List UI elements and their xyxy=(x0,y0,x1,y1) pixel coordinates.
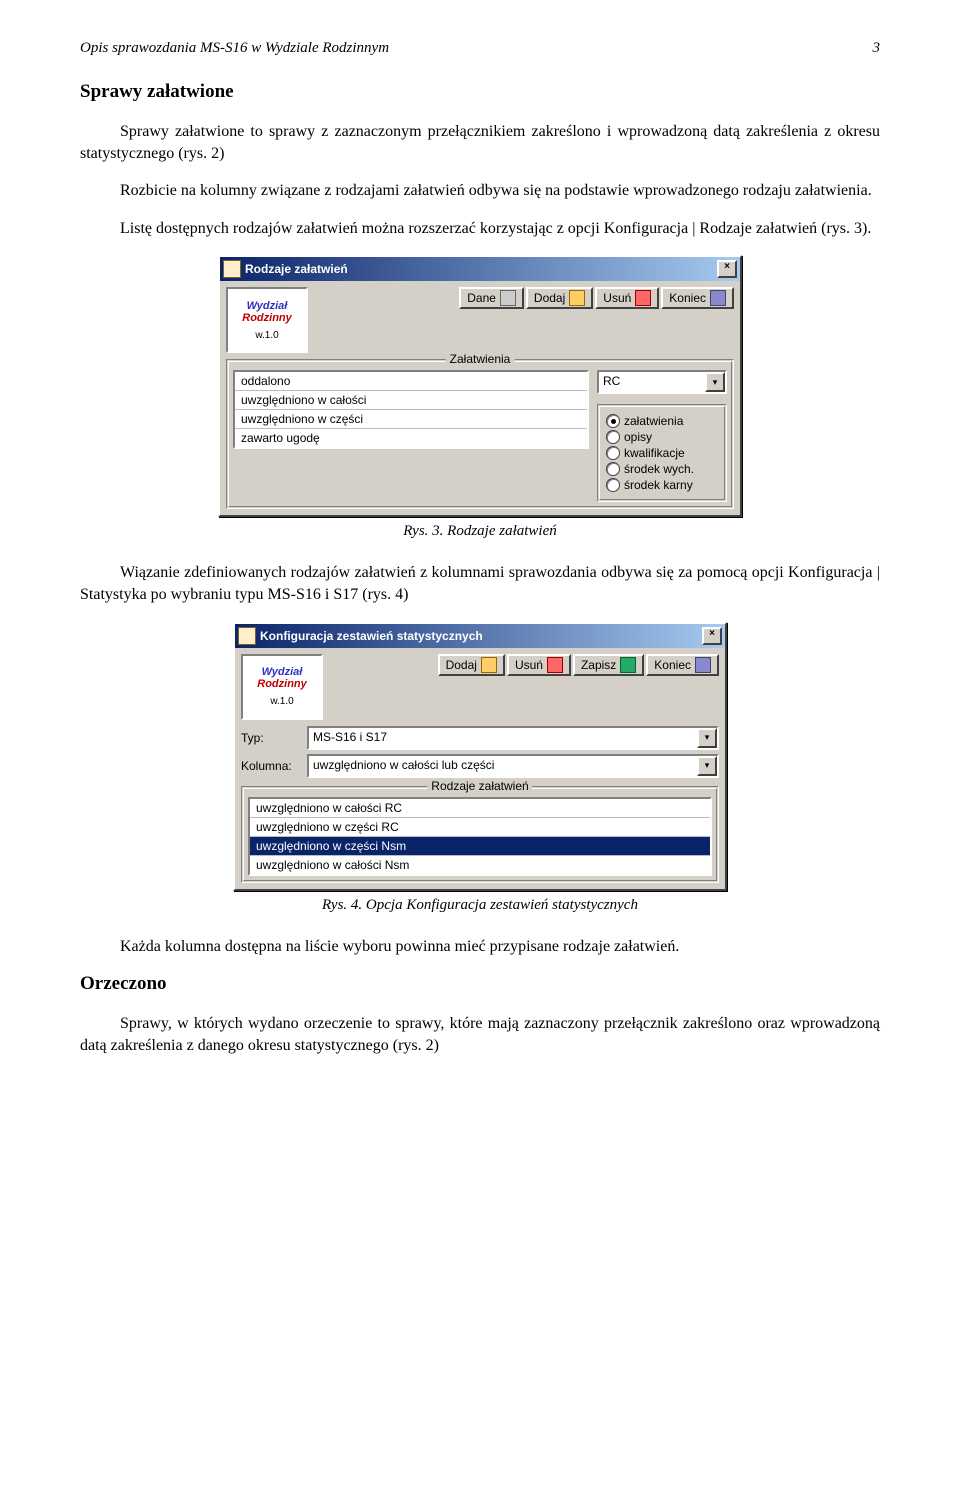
para-3: Listę dostępnych rodzajów załatwień możn… xyxy=(80,218,880,240)
list-item[interactable]: oddalono xyxy=(235,372,587,391)
radio-icon xyxy=(606,478,620,492)
radio-label: środek wych. xyxy=(624,462,694,476)
window-title: Rodzaje załatwień xyxy=(245,262,348,276)
running-header: Opis sprawozdania MS-S16 w Wydziale Rodz… xyxy=(80,40,880,57)
figure-konfiguracja: Konfiguracja zestawień statystycznych × … xyxy=(80,622,880,891)
chevron-down-icon[interactable] xyxy=(697,728,717,748)
delete-icon xyxy=(635,290,651,306)
data-icon xyxy=(500,290,516,306)
close-button[interactable]: × xyxy=(702,627,722,645)
titlebar[interactable]: Konfiguracja zestawień statystycznych × xyxy=(235,624,725,648)
radio-group: załatwienia opisy kwalifikacje środek wych.… xyxy=(597,404,727,502)
para-4: Wiązanie zdefiniowanych rodzajów załatwi… xyxy=(80,562,880,605)
app-icon xyxy=(223,260,241,278)
radio-option[interactable]: środek wych. xyxy=(606,461,718,477)
radio-label: załatwienia xyxy=(624,414,683,428)
list-item[interactable]: uwzględniono w całości xyxy=(235,391,587,410)
section-title-orzeczono: Orzeczono xyxy=(80,973,880,995)
window-konfiguracja: Konfiguracja zestawień statystycznych × … xyxy=(233,622,727,891)
para-2: Rozbicie na kolumny związane z rodzajami… xyxy=(80,180,880,202)
add-icon xyxy=(481,657,497,673)
radio-option[interactable]: kwalifikacje xyxy=(606,445,718,461)
window-title: Konfiguracja zestawień statystycznych xyxy=(260,629,483,643)
para-5: Każda kolumna dostępna na liście wyboru … xyxy=(80,936,880,958)
toolbar: Dodaj Usuń Zapisz Koniec xyxy=(438,654,719,676)
zalatwienia-listbox[interactable]: oddalonouwzględniono w całościuwzględnio… xyxy=(233,370,589,449)
dane-button[interactable]: Dane xyxy=(459,287,524,309)
radio-label: środek karny xyxy=(624,478,693,492)
typ-label: Typ: xyxy=(241,731,301,745)
kolumna-combo[interactable]: uwzględniono w całości lub części xyxy=(307,754,719,778)
radio-icon xyxy=(606,446,620,460)
save-icon xyxy=(620,657,636,673)
add-icon xyxy=(569,290,585,306)
usun-button[interactable]: Usuń xyxy=(595,287,659,309)
para-6: Sprawy, w których wydano orzeczenie to s… xyxy=(80,1013,880,1056)
page: Opis sprawozdania MS-S16 w Wydziale Rodz… xyxy=(0,0,960,1112)
radio-icon xyxy=(606,414,620,428)
chevron-down-icon[interactable] xyxy=(697,756,717,776)
close-button[interactable]: × xyxy=(717,260,737,278)
header-page-number: 3 xyxy=(873,40,881,57)
list-item[interactable]: uwzględniono w części xyxy=(235,410,587,429)
dodaj-button[interactable]: Dodaj xyxy=(526,287,593,309)
app-icon xyxy=(238,627,256,645)
group-zalatwienia: Załatwienia oddalonouwzględniono w całoś… xyxy=(226,359,734,509)
chevron-down-icon[interactable] xyxy=(705,372,725,392)
form-row-kolumna: Kolumna: uwzględniono w całości lub częś… xyxy=(241,754,719,778)
window-rodzaje-zalatwien: Rodzaje załatwień × Wydział Rodzinny w.1… xyxy=(218,255,742,517)
caption-fig4: Rys. 4. Opcja Konfiguracja zestawień sta… xyxy=(80,897,880,914)
list-item[interactable]: uwzględniono w całości Nsm xyxy=(250,856,710,874)
radio-label: kwalifikacje xyxy=(624,446,685,460)
exit-icon xyxy=(710,290,726,306)
header-left: Opis sprawozdania MS-S16 w Wydziale Rodz… xyxy=(80,40,389,57)
titlebar[interactable]: Rodzaje załatwień × xyxy=(220,257,740,281)
koniec-button[interactable]: Koniec xyxy=(646,654,719,676)
koniec-button[interactable]: Koniec xyxy=(661,287,734,309)
list-item[interactable]: uwzględniono w części Nsm xyxy=(250,837,710,856)
para-1: Sprawy załatwione to sprawy z zaznaczony… xyxy=(80,121,880,164)
section-title-sprawy: Sprawy załatwione xyxy=(80,81,880,103)
form-row-typ: Typ: MS-S16 i S17 xyxy=(241,726,719,750)
usun-button[interactable]: Usuń xyxy=(507,654,571,676)
figure-rodzaje-zalatwien: Rodzaje załatwień × Wydział Rodzinny w.1… xyxy=(80,255,880,517)
logo-box: Wydział Rodzinny w.1.0 xyxy=(226,287,308,353)
toolbar: Dane Dodaj Usuń Koniec xyxy=(459,287,734,309)
kolumna-label: Kolumna: xyxy=(241,759,301,773)
list-item[interactable]: uwzględniono w całości RC xyxy=(250,799,710,818)
list-item[interactable]: zawarto ugodę xyxy=(235,429,587,447)
radio-icon xyxy=(606,430,620,444)
group-label: Rodzaje załatwień xyxy=(427,779,532,793)
zapisz-button[interactable]: Zapisz xyxy=(573,654,644,676)
caption-fig3: Rys. 3. Rodzaje załatwień xyxy=(80,523,880,540)
repertorium-combo[interactable]: RC xyxy=(597,370,727,394)
group-label: Załatwienia xyxy=(446,352,515,366)
radio-option[interactable]: opisy xyxy=(606,429,718,445)
radio-icon xyxy=(606,462,620,476)
dodaj-button[interactable]: Dodaj xyxy=(438,654,505,676)
radio-label: opisy xyxy=(624,430,652,444)
group-rodzaje: Rodzaje załatwień uwzględniono w całości… xyxy=(241,786,719,883)
list-item[interactable]: uwzględniono w części RC xyxy=(250,818,710,837)
typ-combo[interactable]: MS-S16 i S17 xyxy=(307,726,719,750)
radio-option[interactable]: środek karny xyxy=(606,477,718,493)
radio-option[interactable]: załatwienia xyxy=(606,413,718,429)
exit-icon xyxy=(695,657,711,673)
logo-box: Wydział Rodzinny w.1.0 xyxy=(241,654,323,720)
delete-icon xyxy=(547,657,563,673)
rodzaje-listbox[interactable]: uwzględniono w całości RCuwzględniono w … xyxy=(248,797,712,876)
